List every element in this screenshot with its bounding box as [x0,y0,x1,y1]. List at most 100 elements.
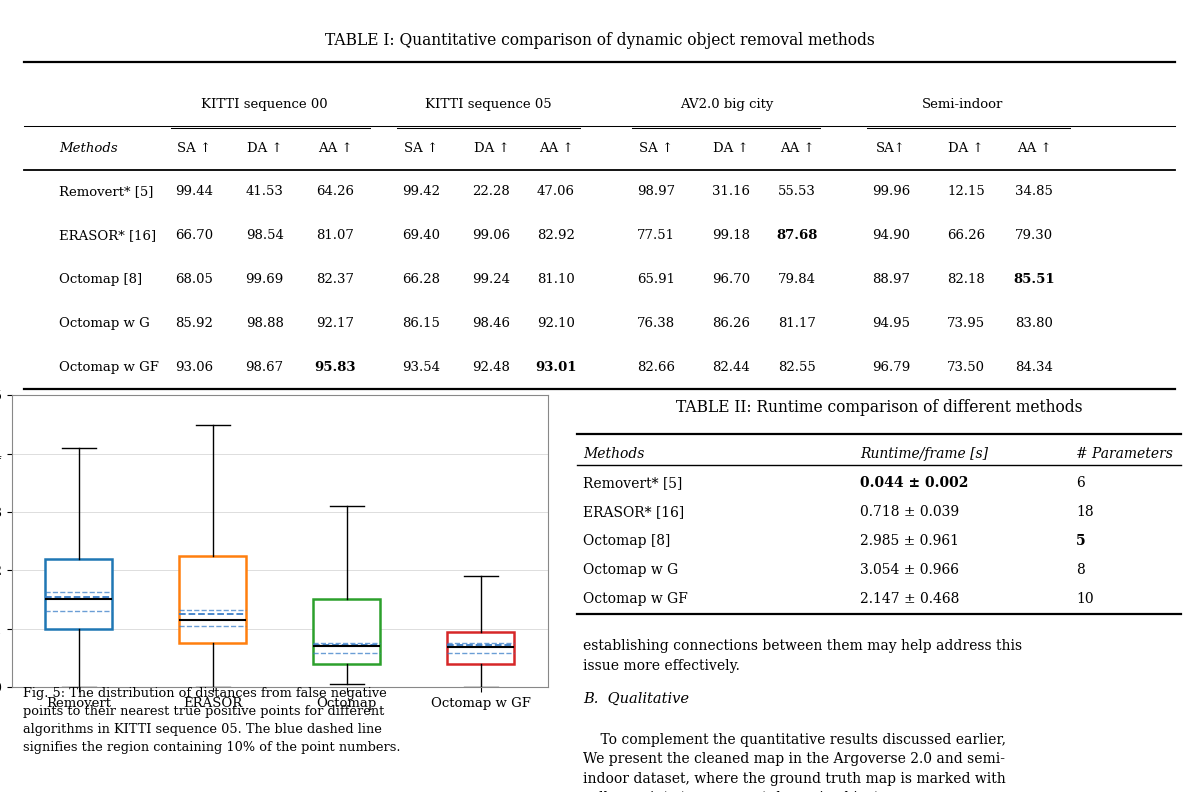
Text: 66.26: 66.26 [947,229,986,242]
Text: 47.06: 47.06 [537,185,576,198]
Text: 93.01: 93.01 [535,361,577,375]
Text: 94.95: 94.95 [872,317,910,330]
Text: 69.40: 69.40 [402,229,440,242]
Text: Methods: Methods [59,143,118,155]
Text: Octomap w GF: Octomap w GF [583,592,688,607]
Text: 82.92: 82.92 [537,229,576,242]
Text: 68.05: 68.05 [175,273,213,286]
Text: 86.15: 86.15 [402,317,440,330]
Text: 92.17: 92.17 [317,317,354,330]
Text: 64.26: 64.26 [317,185,354,198]
Text: 22.28: 22.28 [472,185,511,198]
Text: Runtime/frame [s]: Runtime/frame [s] [861,447,988,461]
Text: 87.68: 87.68 [776,229,818,242]
Text: 66.70: 66.70 [175,229,213,242]
Text: 83.80: 83.80 [1016,317,1053,330]
Text: 0.044 ± 0.002: 0.044 ± 0.002 [861,476,969,490]
Text: 82.55: 82.55 [778,361,815,375]
Text: 79.84: 79.84 [778,273,815,286]
Text: 85.92: 85.92 [175,317,213,330]
Text: AA ↑: AA ↑ [779,143,814,155]
Text: Methods: Methods [583,447,645,461]
Text: SA ↑: SA ↑ [404,143,438,155]
Text: 81.07: 81.07 [317,229,354,242]
Text: 82.37: 82.37 [317,273,354,286]
Text: Octomap [8]: Octomap [8] [583,534,670,548]
PathPatch shape [313,600,380,664]
Text: Semi-indoor: Semi-indoor [922,98,1004,111]
Text: 94.90: 94.90 [872,229,910,242]
Text: 98.67: 98.67 [246,361,284,375]
Text: AA ↑: AA ↑ [318,143,353,155]
Text: 6: 6 [1076,476,1085,490]
PathPatch shape [46,558,113,629]
Text: 79.30: 79.30 [1016,229,1053,242]
Text: DA ↑: DA ↑ [247,143,283,155]
Text: 92.48: 92.48 [472,361,511,375]
Text: 98.46: 98.46 [472,317,511,330]
Text: TABLE II: Runtime comparison of different methods: TABLE II: Runtime comparison of differen… [676,399,1083,417]
Text: 76.38: 76.38 [637,317,675,330]
PathPatch shape [180,556,247,643]
Text: 41.53: 41.53 [246,185,283,198]
Text: 99.06: 99.06 [472,229,511,242]
Text: Octomap [8]: Octomap [8] [59,273,143,286]
Text: Removert* [5]: Removert* [5] [583,476,682,490]
Text: 73.50: 73.50 [947,361,986,375]
Text: establishing connections between them may help address this
issue more effective: establishing connections between them ma… [583,639,1023,672]
Text: 82.44: 82.44 [712,361,751,375]
Text: 2.147 ± 0.468: 2.147 ± 0.468 [861,592,960,607]
Text: 18: 18 [1076,505,1093,519]
Text: SA ↑: SA ↑ [177,143,211,155]
Text: 98.97: 98.97 [637,185,675,198]
Text: KITTI sequence 00: KITTI sequence 00 [201,98,329,111]
Text: Fig. 5: The distribution of distances from false negative
points to their neares: Fig. 5: The distribution of distances fr… [23,687,400,754]
Text: 92.10: 92.10 [537,317,576,330]
Text: DA ↑: DA ↑ [948,143,984,155]
Text: 99.96: 99.96 [872,185,910,198]
Text: SA ↑: SA ↑ [639,143,673,155]
Text: DA ↑: DA ↑ [474,143,510,155]
Text: Octomap w GF: Octomap w GF [59,361,158,375]
Text: 10: 10 [1076,592,1093,607]
Text: 73.95: 73.95 [947,317,986,330]
Text: 93.06: 93.06 [175,361,213,375]
Text: 2.985 ± 0.961: 2.985 ± 0.961 [861,534,959,548]
Text: KITTI sequence 05: KITTI sequence 05 [424,98,552,111]
Text: 98.88: 98.88 [246,317,283,330]
Text: 88.97: 88.97 [872,273,910,286]
Text: 99.44: 99.44 [175,185,213,198]
Text: 82.66: 82.66 [637,361,675,375]
Text: 98.54: 98.54 [246,229,283,242]
Text: AV2.0 big city: AV2.0 big city [680,98,773,111]
PathPatch shape [447,631,514,664]
Text: 8: 8 [1076,563,1085,577]
Text: 31.16: 31.16 [712,185,751,198]
Text: To complement the quantitative results discussed earlier,
We present the cleaned: To complement the quantitative results d… [583,733,1006,792]
Text: ERASOR* [16]: ERASOR* [16] [59,229,156,242]
Text: 3.054 ± 0.966: 3.054 ± 0.966 [861,563,959,577]
Text: 99.69: 99.69 [246,273,284,286]
Text: # Parameters: # Parameters [1076,447,1173,461]
Text: Octomap w G: Octomap w G [59,317,150,330]
Text: 0.718 ± 0.039: 0.718 ± 0.039 [861,505,959,519]
Text: 93.54: 93.54 [402,361,440,375]
Text: Removert* [5]: Removert* [5] [59,185,153,198]
Text: SA↑: SA↑ [876,143,905,155]
Text: 12.15: 12.15 [947,185,986,198]
Text: B.  Qualitative: B. Qualitative [583,691,689,706]
Text: 96.79: 96.79 [872,361,910,375]
Text: 66.28: 66.28 [402,273,440,286]
Text: 5: 5 [1076,534,1086,548]
Text: 82.18: 82.18 [947,273,986,286]
Text: Octomap w G: Octomap w G [583,563,679,577]
Text: AA ↑: AA ↑ [1017,143,1052,155]
Text: 77.51: 77.51 [637,229,675,242]
Text: 65.91: 65.91 [637,273,675,286]
Text: TABLE I: Quantitative comparison of dynamic object removal methods: TABLE I: Quantitative comparison of dyna… [325,32,874,49]
Text: 95.83: 95.83 [314,361,356,375]
Text: DA ↑: DA ↑ [713,143,749,155]
Text: 84.34: 84.34 [1016,361,1053,375]
Text: 99.42: 99.42 [402,185,440,198]
Text: 86.26: 86.26 [712,317,751,330]
